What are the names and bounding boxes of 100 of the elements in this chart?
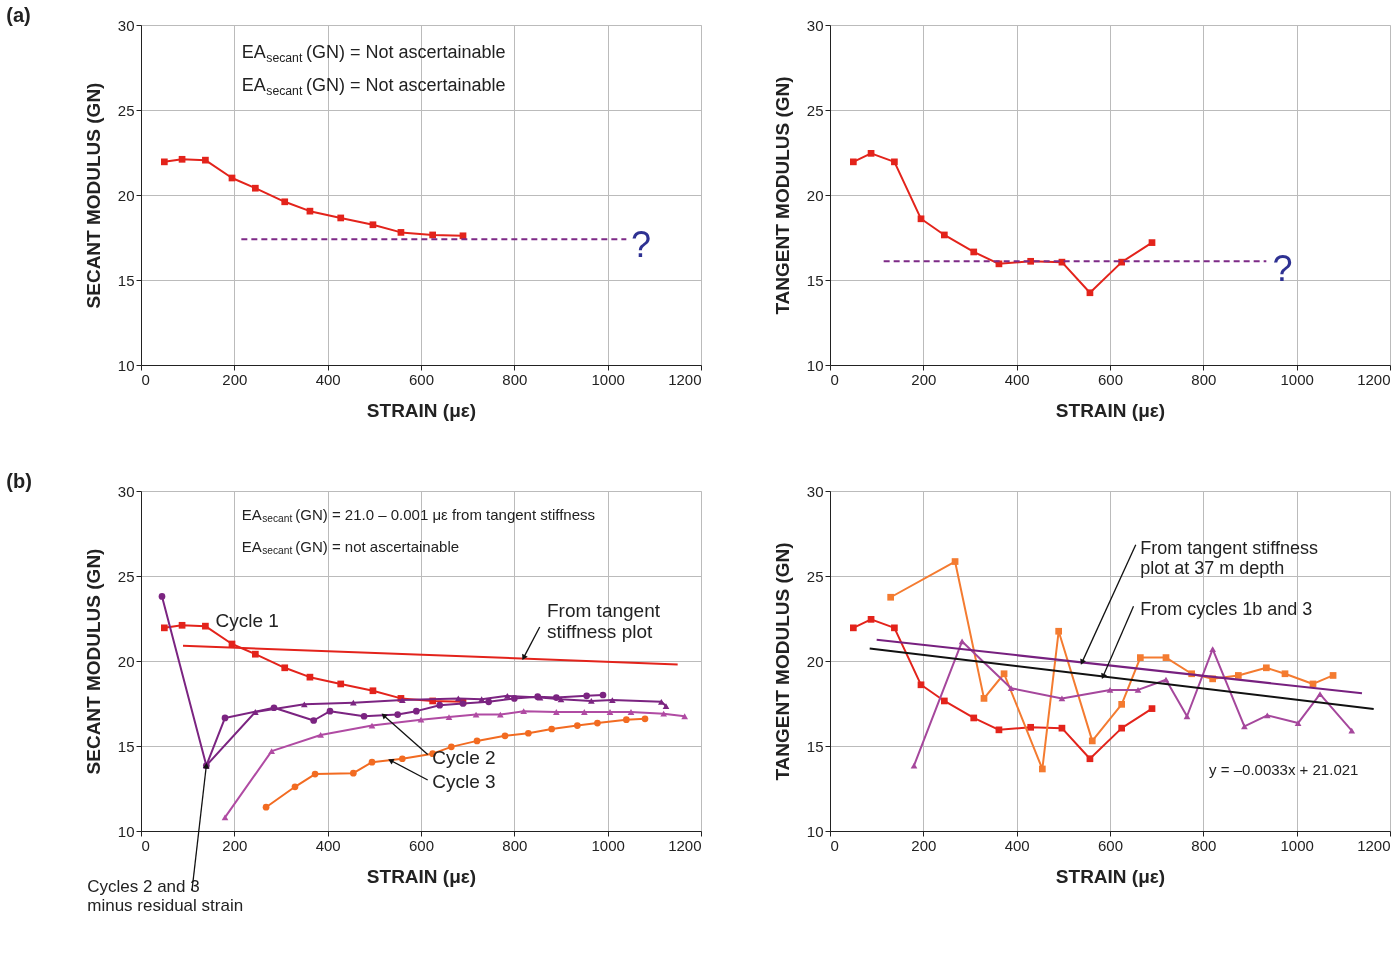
point [251,709,259,715]
point [300,701,308,708]
x-tick-label: 1200 [1357,836,1391,854]
annotation: Cycle 2 [432,747,496,769]
point [311,770,319,778]
point [337,680,345,688]
y-tick-label: 15 [806,737,824,755]
point [397,229,405,236]
point [360,712,368,720]
point [849,158,857,166]
y-axis-title: SECANT MODULUS (GN) [82,548,104,775]
point [1234,672,1242,679]
x-tick-label: 800 [1191,370,1217,388]
point [548,725,556,733]
point [891,624,898,632]
x-tick-label: 600 [1097,836,1124,854]
y-tick-label: 20 [806,652,824,670]
x-tick-label: 400 [315,836,341,854]
point [326,707,334,715]
point [262,803,270,811]
x-axis-title: STRAIN (με) [1055,399,1166,421]
x-tick-label: 200 [911,836,937,854]
point [485,698,493,706]
x-tick-label: 200 [911,370,937,388]
point [291,783,299,791]
point [524,729,532,737]
point [1038,765,1046,773]
point [398,755,406,763]
annotation: Cycle 1 [215,610,279,632]
point [178,621,186,629]
x-tick-label: 1000 [1280,370,1314,388]
point [221,814,229,821]
point [251,184,259,192]
point [158,593,166,600]
point [160,624,168,632]
point [867,150,875,157]
point [641,715,649,723]
point [580,709,588,715]
x-tick-label: 800 [502,370,528,388]
point [1162,676,1170,683]
point [970,714,978,722]
point [970,248,978,256]
point [557,696,565,703]
chart-title: (b) [6,470,32,492]
point [849,624,857,632]
point [281,198,289,206]
point [369,687,377,695]
point [306,673,314,681]
point [1055,627,1063,635]
point [202,156,209,164]
x-tick-label: 400 [1004,836,1030,854]
annotation: ? [631,224,652,265]
point [1316,691,1324,698]
point [447,743,455,751]
point [520,708,528,715]
x-tick-label: 200 [222,836,248,854]
x-axis-title: STRAIN (με) [1055,865,1166,887]
y-tick-label: 20 [806,186,824,204]
annotation: From tangent stiffness plot at 37 m depth [1140,538,1318,579]
x-tick-label: 1000 [591,836,625,854]
point [1134,686,1142,693]
x-tick-label: 800 [1191,836,1217,854]
point [317,732,325,738]
point [1118,724,1126,732]
x-tick-label: 200 [222,370,248,388]
x-tick-label: 1000 [591,370,625,388]
point [417,716,425,723]
y-axis-title: TANGENT MODULUS (GN) [771,542,793,781]
point [429,231,437,239]
annotation: From tangent stiffness plot [547,600,661,643]
point [1088,737,1096,745]
point [867,616,875,623]
y-tick-label: 10 [117,822,135,840]
point [1086,289,1094,297]
y-tick-label: 10 [806,356,824,374]
point [1118,701,1126,708]
point [657,698,665,705]
point [627,709,635,715]
point [368,758,376,766]
annotation: From cycles 1b and 3 [1140,599,1313,619]
x-tick-label: 600 [408,370,435,388]
x-tick-label: 400 [315,370,341,388]
point [1329,672,1337,679]
point [1281,670,1289,678]
point [281,664,289,672]
y-tick-label: 10 [117,356,135,374]
annotation: Cycle 3 [432,771,496,793]
point [917,215,925,223]
point [1136,654,1144,661]
point [349,699,357,706]
point [1086,755,1094,763]
point [594,719,601,727]
x-tick-label: 1200 [668,370,702,388]
x-axis-title: STRAIN (με) [366,865,477,887]
point [622,716,630,723]
y-tick-label: 25 [117,101,135,119]
x-tick-label: 1200 [1357,370,1391,388]
point [1162,654,1170,661]
x-tick-label: 600 [408,836,435,854]
point [1000,670,1008,678]
